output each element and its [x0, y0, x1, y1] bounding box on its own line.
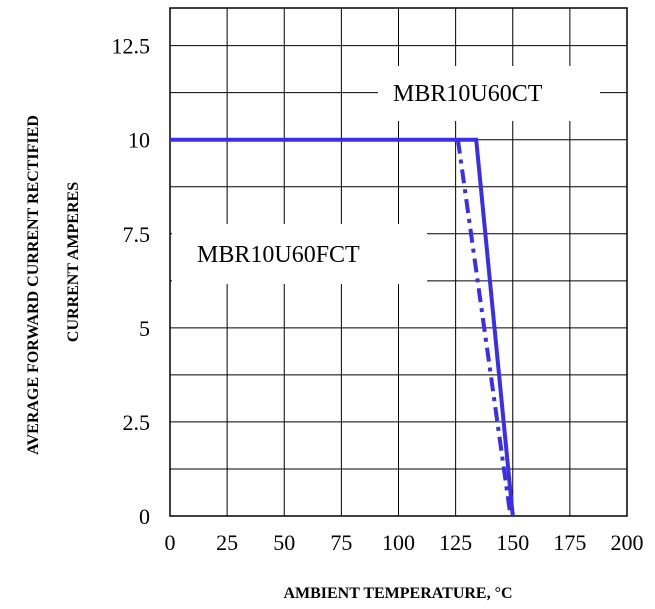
x-tick-label-2: 50	[273, 530, 295, 555]
series-lines	[170, 137, 515, 517]
y-tick-label-4: 10	[128, 128, 150, 153]
series-label-boxes	[172, 66, 600, 284]
y-tick-label-5: 12.5	[112, 34, 151, 59]
y-axis-title-line-2: CURRENT AMPERES	[65, 182, 82, 342]
y-tick-label-1: 2.5	[123, 410, 151, 435]
x-tick-label-6: 150	[496, 530, 529, 555]
x-tick-label-5: 125	[439, 530, 472, 555]
x-tick-label-3: 75	[330, 530, 352, 555]
plot-frame	[169, 7, 628, 517]
series-label-box-mbr10u60fct	[172, 224, 427, 284]
y-tick-label-0: 0	[139, 504, 150, 529]
x-tick-label-7: 175	[553, 530, 586, 555]
series-line-mbr10u60fct	[455, 139, 513, 517]
y-tick-label-3: 7.5	[123, 222, 151, 247]
x-tick-labels: 0 25 50 75 100 125 150 175 200	[165, 530, 644, 555]
y-tick-labels: 0 2.5 5 7.5 10 12.5	[112, 34, 151, 529]
x-tick-label-4: 100	[382, 530, 415, 555]
y-axis-title-line-1: AVERAGE FORWARD CURRENT RECTIFIED	[25, 115, 42, 455]
series-label-mbr10u60fct: MBR10U60FCT	[197, 242, 360, 268]
x-tick-label-1: 25	[216, 530, 238, 555]
y-tick-label-2: 5	[139, 316, 150, 341]
x-axis-title: AMBIENT TEMPERATURE, °C	[283, 585, 512, 602]
series-label-box-mbr10u60ct	[378, 66, 600, 121]
plot-border	[169, 7, 628, 517]
series-label-mbr10u60ct: MBR10U60CT	[393, 81, 543, 107]
series-line-mbr10u60ct	[170, 137, 515, 517]
x-tick-label-8: 200	[611, 530, 644, 555]
x-tick-label-0: 0	[165, 530, 176, 555]
